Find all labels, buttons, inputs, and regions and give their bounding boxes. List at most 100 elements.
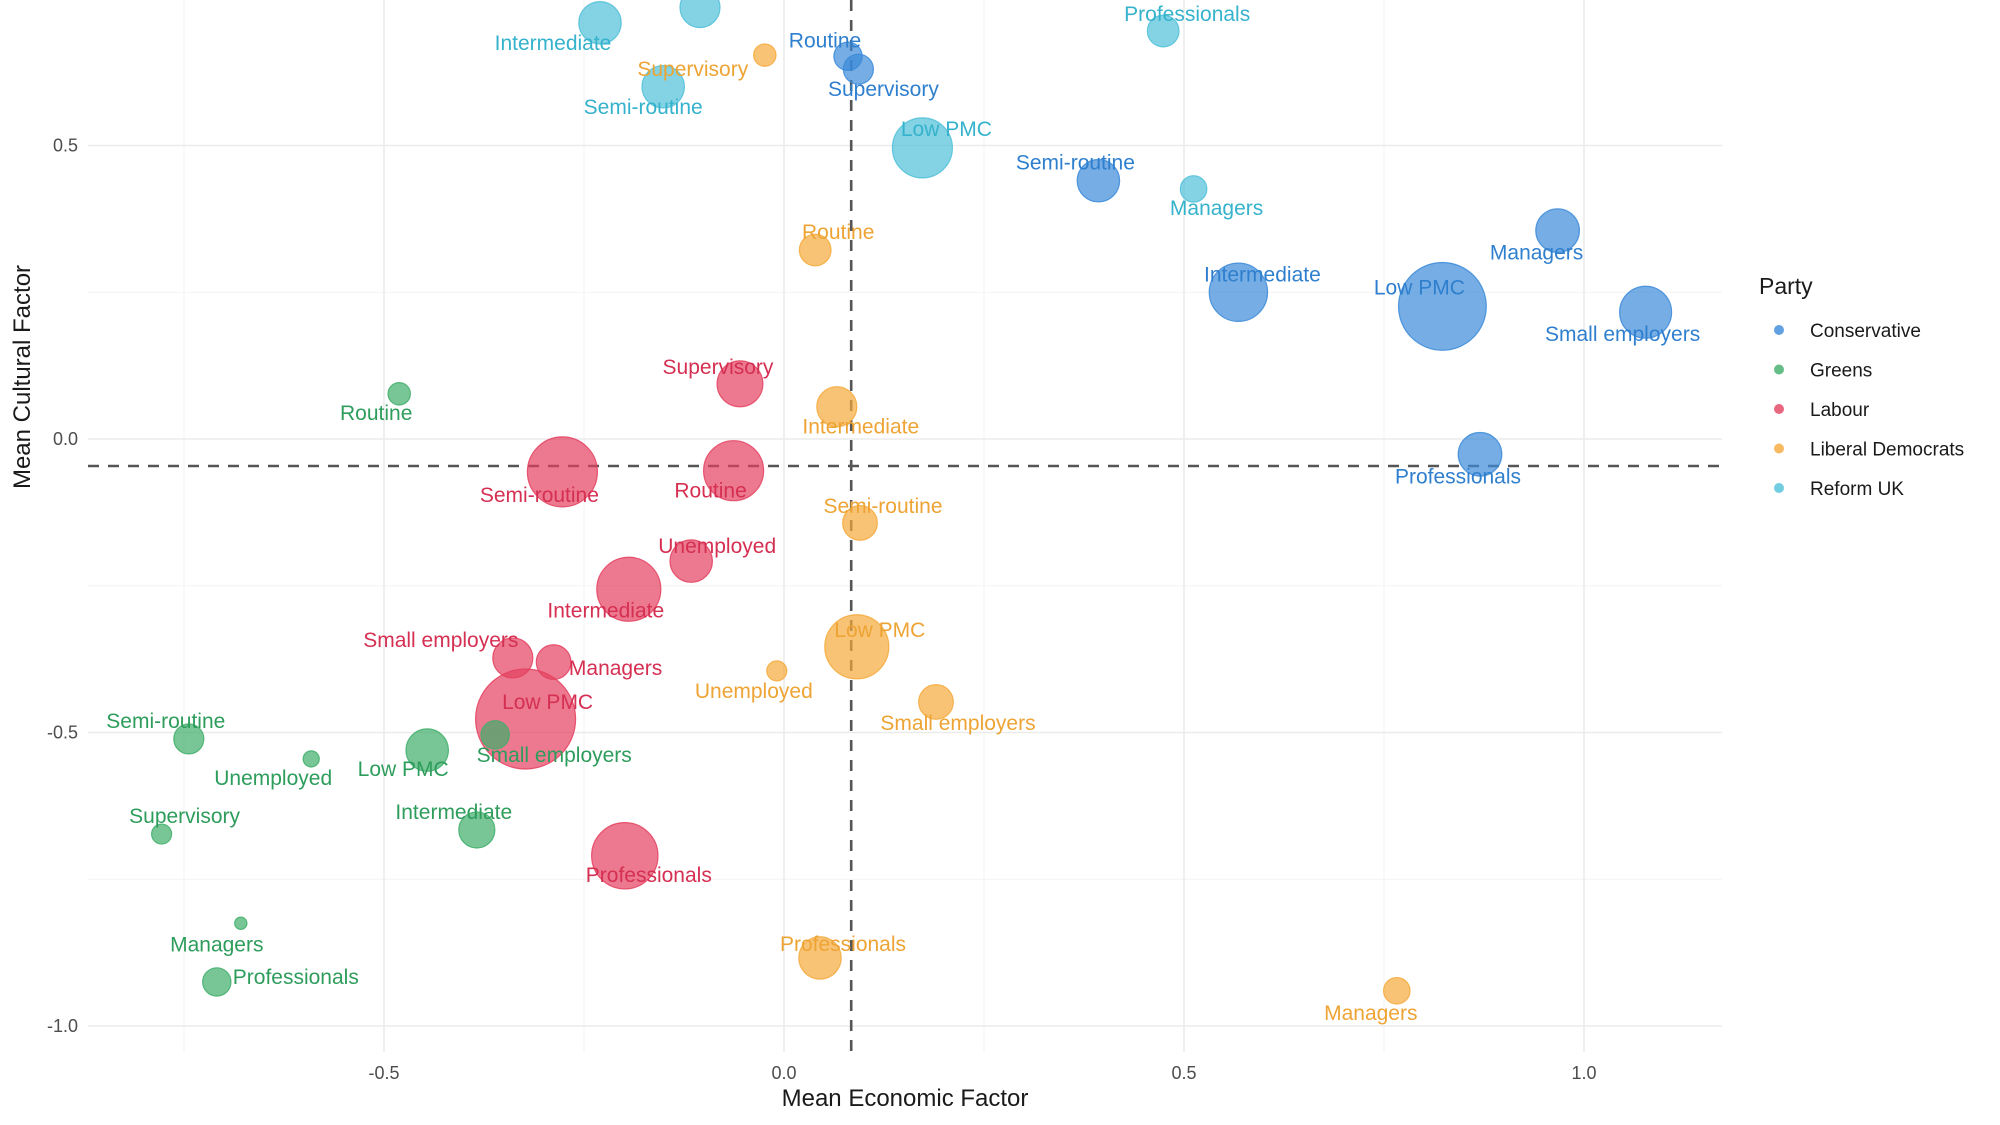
point-label-reform-uk-professionals: Professionals: [1124, 3, 1250, 26]
y-tick-label: 0.0: [53, 429, 78, 449]
legend-item-greens[interactable]: Greens: [1774, 361, 1872, 382]
bubble-liberal-democrats-low-pmc: [824, 614, 890, 680]
bubble-greens-unemployed: [302, 750, 320, 768]
point-label-reform-uk-intermediate: Intermediate: [495, 32, 612, 55]
legend-item-labour[interactable]: Labour: [1774, 400, 1870, 421]
point-label-conservative-supervisory: Supervisory: [828, 78, 939, 101]
point-label-labour-small-employers: Small employers: [363, 629, 518, 652]
bubble-liberal-democrats-unemployed: [766, 660, 788, 682]
bubble-conservative-routine: [833, 41, 863, 72]
bubble-labour-unemployed: [669, 539, 714, 583]
legend-key-dot-icon: [1774, 364, 1784, 375]
legend-title: Party: [1759, 273, 1813, 299]
point-label-conservative-semi-routine: Semi-routine: [1016, 152, 1135, 175]
bubble-conservative-small-employers: [1619, 285, 1673, 339]
bubble-conservative-intermediate: [1208, 262, 1269, 323]
point-label-reform-uk-managers: Managers: [1170, 197, 1263, 220]
y-tick-label: -1.0: [47, 1016, 78, 1036]
point-label-liberal-democrats-managers: Managers: [1324, 1002, 1417, 1025]
bubble-labour-supervisory: [716, 360, 764, 408]
point-label-conservative-intermediate: Intermediate: [1204, 263, 1321, 286]
bubble-reform-uk-managers: [1179, 175, 1208, 203]
legend-label: Conservative: [1810, 321, 1921, 342]
bubble-greens-intermediate: [458, 811, 496, 849]
bubble-conservative-low-pmc: [1397, 261, 1487, 351]
point-label-liberal-democrats-low-pmc: Low PMC: [834, 619, 925, 642]
point-label-labour-managers: Managers: [569, 657, 662, 680]
legend: Party Conservative Greens Labour Liberal De…: [1759, 273, 1964, 500]
legend-label: Labour: [1810, 400, 1870, 421]
bubble-conservative-managers: [1535, 208, 1580, 254]
legend-key-dot-icon: [1774, 483, 1784, 493]
grid: -0.5 0.0 0.5 1.0 -1.0 -0.5 0.0 0.5: [47, 0, 1722, 1083]
bubble-reform-uk-semi-routine: [641, 64, 686, 109]
x-tick-label: 1.0: [1571, 1063, 1596, 1083]
point-label-liberal-democrats-professionals: Professionals: [780, 933, 906, 956]
point-label-conservative-small-employers: Small employers: [1545, 323, 1700, 346]
point-label-conservative-professionals: Professionals: [1395, 465, 1521, 488]
point-label-labour-professionals: Professionals: [586, 864, 712, 887]
bubble-liberal-democrats-small-employers: [918, 684, 954, 720]
point-label-liberal-democrats-intermediate: Intermediate: [802, 416, 919, 439]
point-label-greens-semi-routine: Semi-routine: [106, 710, 225, 733]
point-label-conservative-managers: Managers: [1490, 242, 1583, 265]
bubble-conservative-professionals: [1457, 431, 1503, 477]
point-label-labour-semi-routine: Semi-routine: [480, 484, 599, 507]
axes: Mean Economic Factor Mean Cultural Facto…: [9, 265, 1028, 1112]
bubble-liberal-democrats-intermediate: [816, 386, 858, 428]
point-label-conservative-routine: Routine: [789, 29, 861, 52]
bubble-greens-managers: [234, 916, 248, 930]
point-label-labour-routine: Routine: [674, 480, 746, 503]
point-label-greens-small-employers: Small employers: [477, 744, 632, 767]
bubble-labour-intermediate: [596, 556, 662, 622]
bubble-liberal-democrats-professionals: [798, 936, 842, 980]
bubble-greens-professionals: [202, 967, 232, 997]
bubble-labour-professionals: [591, 822, 659, 890]
point-label-liberal-democrats-semi-routine: Semi-routine: [823, 495, 942, 518]
x-axis-title: Mean Economic Factor: [782, 1085, 1029, 1112]
bubble-labour-managers: [535, 644, 572, 680]
point-label-greens-unemployed: Unemployed: [214, 767, 332, 790]
bubble-greens-low-pmc: [405, 728, 450, 772]
legend-key-dot-icon: [1774, 325, 1784, 335]
legend-label: Reform UK: [1810, 479, 1904, 500]
point-label-liberal-democrats-small-employers: Small employers: [880, 712, 1035, 735]
legend-item-conservative[interactable]: Conservative: [1774, 321, 1921, 342]
point-label-greens-routine: Routine: [340, 402, 412, 425]
bubble-liberal-democrats-managers: [1382, 976, 1411, 1005]
point-label-greens-low-pmc: Low PMC: [358, 758, 449, 781]
x-tick-label: -0.5: [368, 1063, 399, 1083]
bubble-labour-small-employers: [492, 637, 534, 679]
bubble-reform-uk-low-pmc: [891, 117, 954, 179]
point-label-liberal-democrats-supervisory: Supervisory: [637, 58, 748, 81]
point-label-greens-managers: Managers: [170, 933, 263, 956]
bubbles: [151, 0, 1673, 1005]
point-label-liberal-democrats-routine: Routine: [802, 221, 874, 244]
point-label-labour-intermediate: Intermediate: [547, 599, 664, 622]
y-tick-label: 0.5: [53, 136, 78, 156]
x-tick-label: 0.5: [1171, 1063, 1196, 1083]
point-label-greens-intermediate: Intermediate: [395, 801, 512, 824]
point-label-greens-supervisory: Supervisory: [129, 805, 240, 828]
bubble-greens-semi-routine: [173, 723, 205, 755]
point-label-conservative-low-pmc: Low PMC: [1374, 276, 1465, 299]
y-axis-title: Mean Cultural Factor: [9, 265, 36, 489]
point-label-labour-low-pmc: Low PMC: [502, 691, 593, 714]
legend-key-dot-icon: [1774, 443, 1784, 454]
bubble-greens-small-employers: [480, 720, 510, 750]
y-tick-label: -0.5: [47, 723, 78, 743]
point-label-labour-supervisory: Supervisory: [663, 356, 774, 379]
bubble-labour-routine: [702, 440, 765, 502]
bubble-reform-uk: [679, 0, 721, 29]
point-label-reform-uk-semi-routine: Semi-routine: [584, 96, 703, 119]
bubble-conservative-semi-routine: [1076, 158, 1121, 203]
point-labels: Routine Supervisory Semi-routine Intermedia…: [106, 3, 1700, 1025]
legend-item-liberal-democrats[interactable]: Liberal Democrats: [1774, 440, 1964, 461]
bubble-liberal-democrats-supervisory: [753, 43, 777, 67]
point-label-liberal-democrats-unemployed: Unemployed: [695, 680, 813, 703]
bubble-greens-supervisory: [151, 823, 173, 845]
bubble-labour-semi-routine: [526, 436, 599, 508]
legend-label: Greens: [1810, 361, 1872, 382]
legend-item-reform-uk[interactable]: Reform UK: [1774, 479, 1904, 500]
